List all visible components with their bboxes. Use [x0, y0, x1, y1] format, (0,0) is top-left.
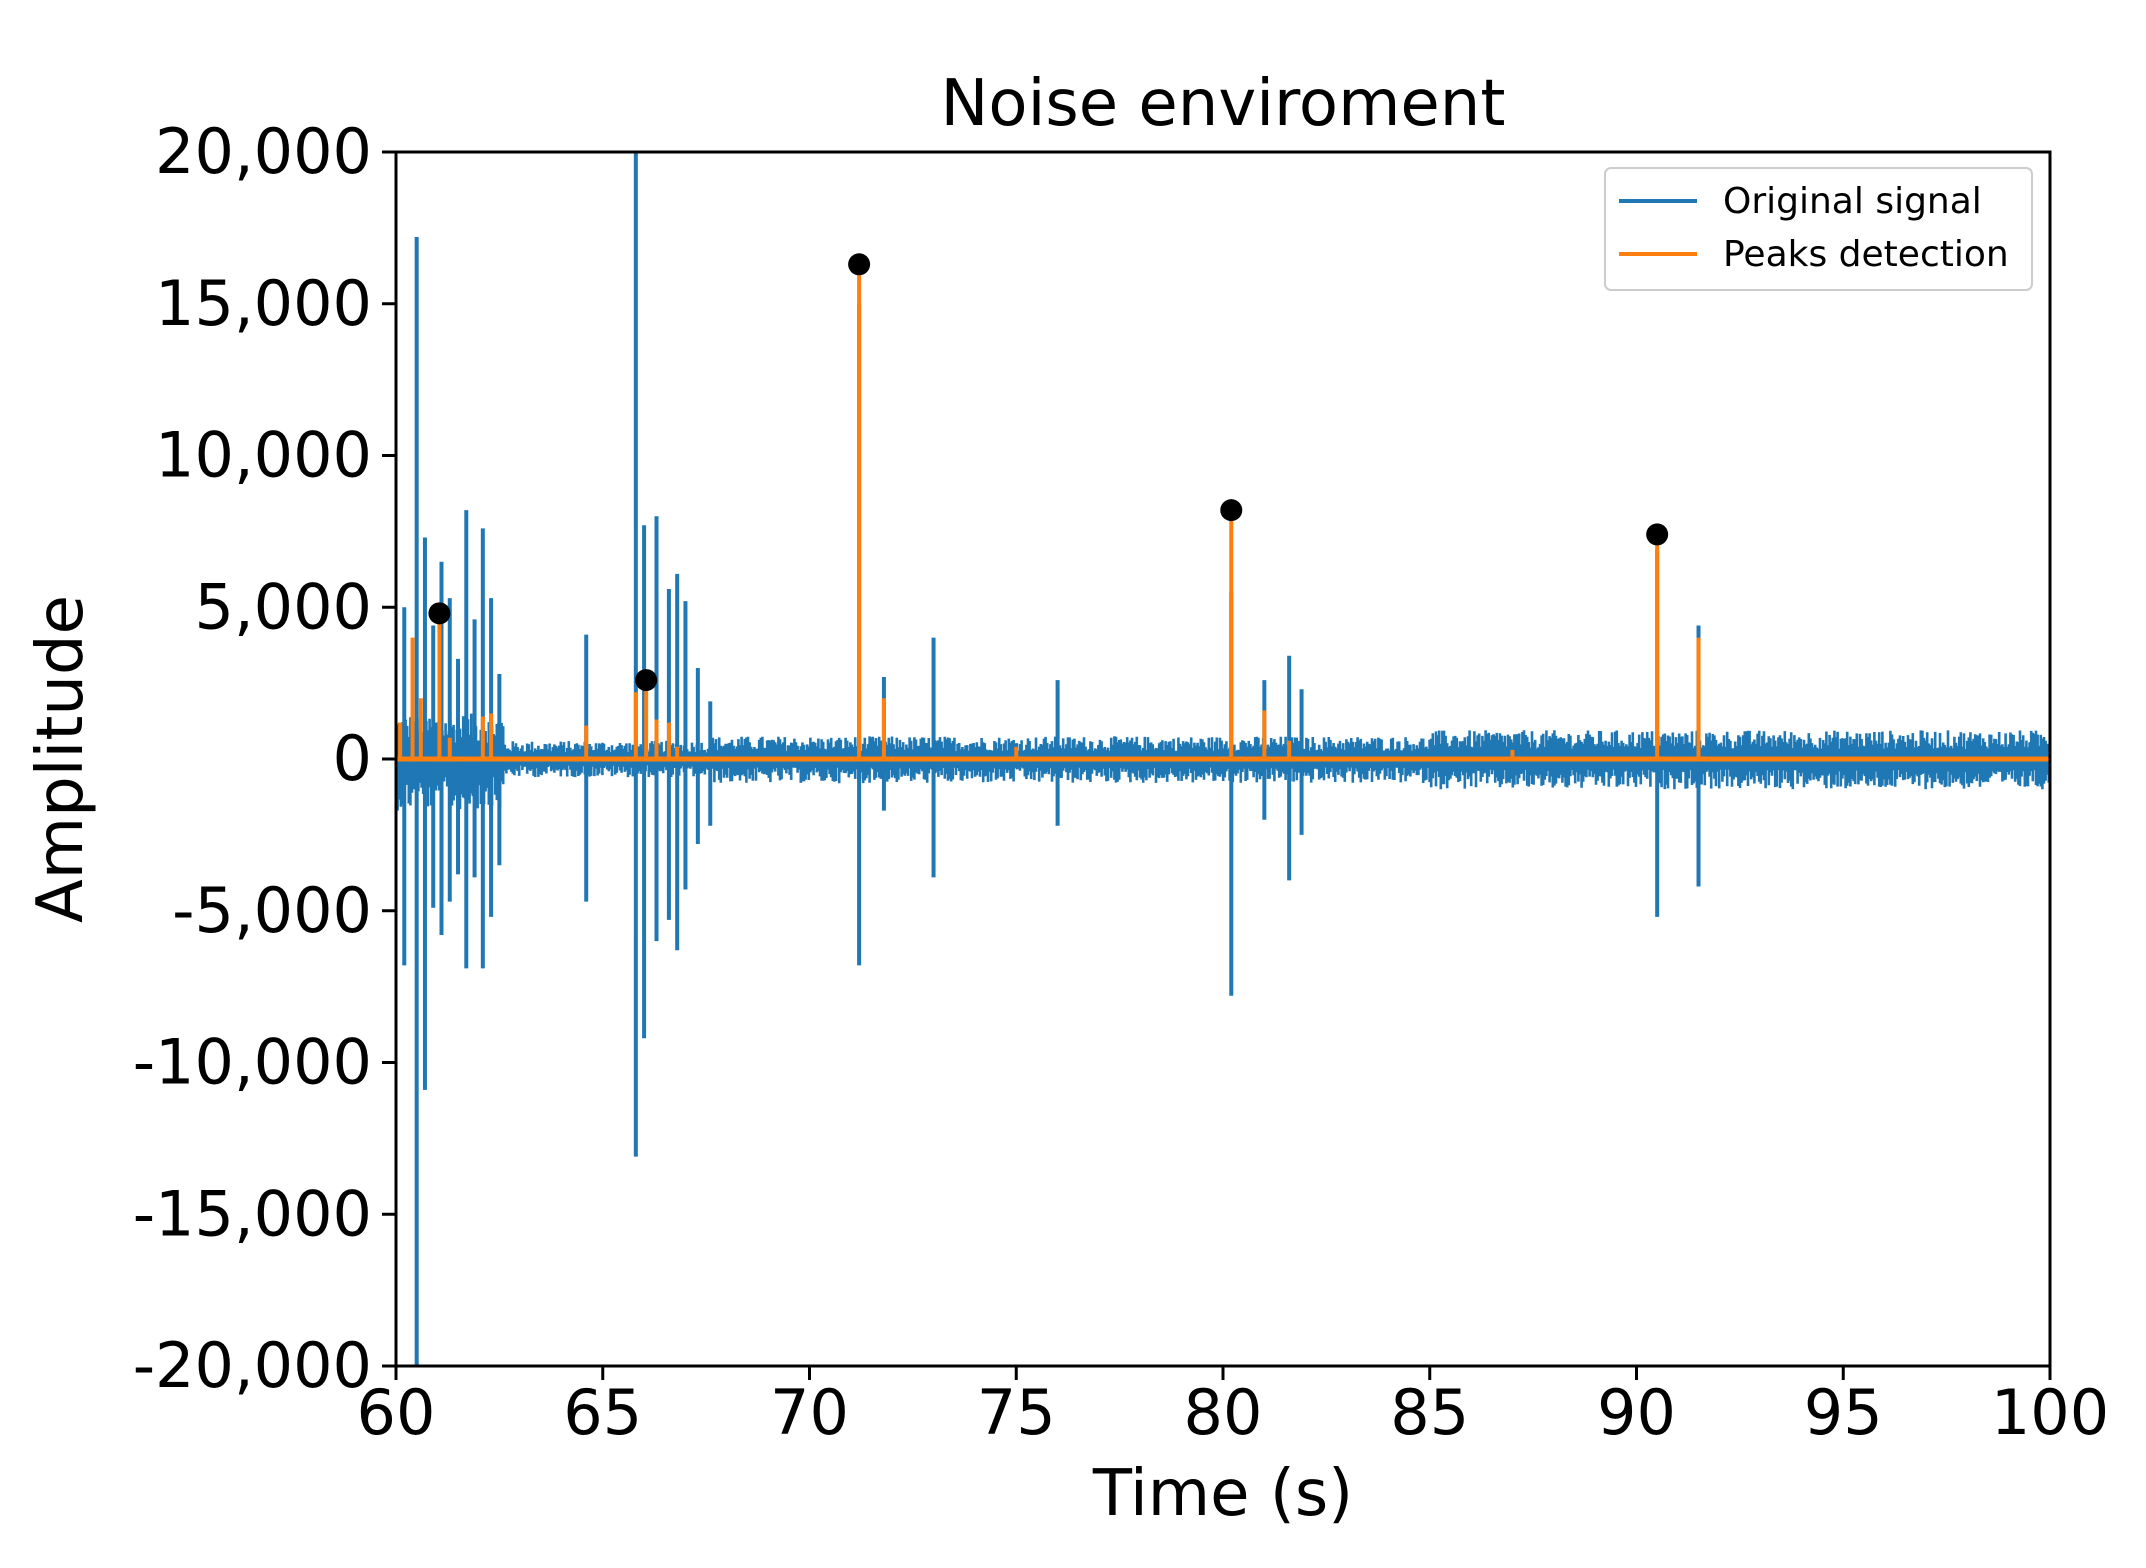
y-tick-label: 20,000: [155, 115, 372, 188]
legend-box: [1604, 167, 2033, 291]
y-tick-label: 10,000: [155, 419, 372, 492]
x-tick-label: 85: [1390, 1376, 1469, 1449]
y-tick-label: -10,000: [133, 1026, 372, 1099]
detected-peak-markers: [428, 253, 1669, 692]
y-tick-label: -20,000: [133, 1329, 372, 1402]
x-tick-label: 95: [1804, 1376, 1883, 1449]
x-tick-label: 80: [1184, 1376, 1263, 1449]
detected-peak-marker: [848, 253, 871, 276]
y-tick-label: 15,000: [155, 267, 372, 340]
detected-peak-marker: [1220, 499, 1243, 522]
detected-peak-marker: [635, 669, 658, 692]
y-axis-label: Amplitude: [24, 595, 98, 923]
original-signal-series: [396, 152, 2050, 1366]
x-tick-label: 90: [1597, 1376, 1676, 1449]
y-tick-label: 0: [333, 722, 372, 795]
legend-label-original-signal: Original signal: [1723, 181, 1982, 222]
legend: Original signal Peaks detection: [1604, 167, 2033, 291]
x-tick-label: 60: [357, 1376, 436, 1449]
x-axis-label: Time (s): [1092, 1457, 1353, 1531]
x-axis: 60 65 70 75 80 85 90 95 100: [357, 1366, 2109, 1449]
peaks-detection-series: [396, 264, 2050, 762]
y-axis: 20,000 15,000 10,000 5,000 0 -5,000 -10,000 -15…: [133, 115, 396, 1402]
x-tick-label: 65: [563, 1376, 642, 1449]
detected-peak-marker: [1646, 523, 1669, 546]
x-tick-label: 70: [770, 1376, 849, 1449]
y-tick-label: 5,000: [195, 570, 373, 643]
y-tick-label: -5,000: [172, 874, 372, 947]
chart-title: Noise enviroment: [941, 67, 1506, 141]
x-tick-label: 75: [977, 1376, 1056, 1449]
y-tick-label: -15,000: [133, 1177, 372, 1250]
detected-peak-marker: [428, 602, 451, 625]
x-tick-label: 100: [1991, 1376, 2109, 1449]
legend-label-peaks-detection: Peaks detection: [1723, 234, 2009, 275]
plot-area: [396, 152, 2050, 1366]
